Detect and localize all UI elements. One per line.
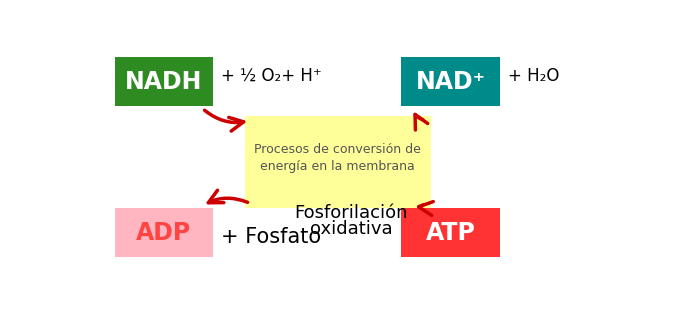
Text: + H₂O: + H₂O (508, 67, 559, 85)
Text: + ½ O₂+ H⁺: + ½ O₂+ H⁺ (221, 67, 322, 85)
Text: ADP: ADP (136, 221, 192, 245)
Text: oxidativa: oxidativa (310, 220, 393, 238)
FancyBboxPatch shape (115, 208, 213, 257)
Text: Fosforilación: Fosforilación (295, 204, 408, 222)
Text: NAD⁺: NAD⁺ (416, 70, 486, 94)
Text: energía en la membrana: energía en la membrana (260, 161, 415, 173)
FancyBboxPatch shape (401, 58, 500, 106)
FancyBboxPatch shape (401, 208, 500, 257)
Text: Procesos de conversión de: Procesos de conversión de (254, 143, 421, 156)
FancyBboxPatch shape (245, 116, 431, 208)
Text: + Fosfato: + Fosfato (221, 228, 321, 247)
Text: NADH: NADH (125, 70, 203, 94)
FancyBboxPatch shape (115, 58, 213, 106)
Text: ATP: ATP (425, 221, 475, 245)
